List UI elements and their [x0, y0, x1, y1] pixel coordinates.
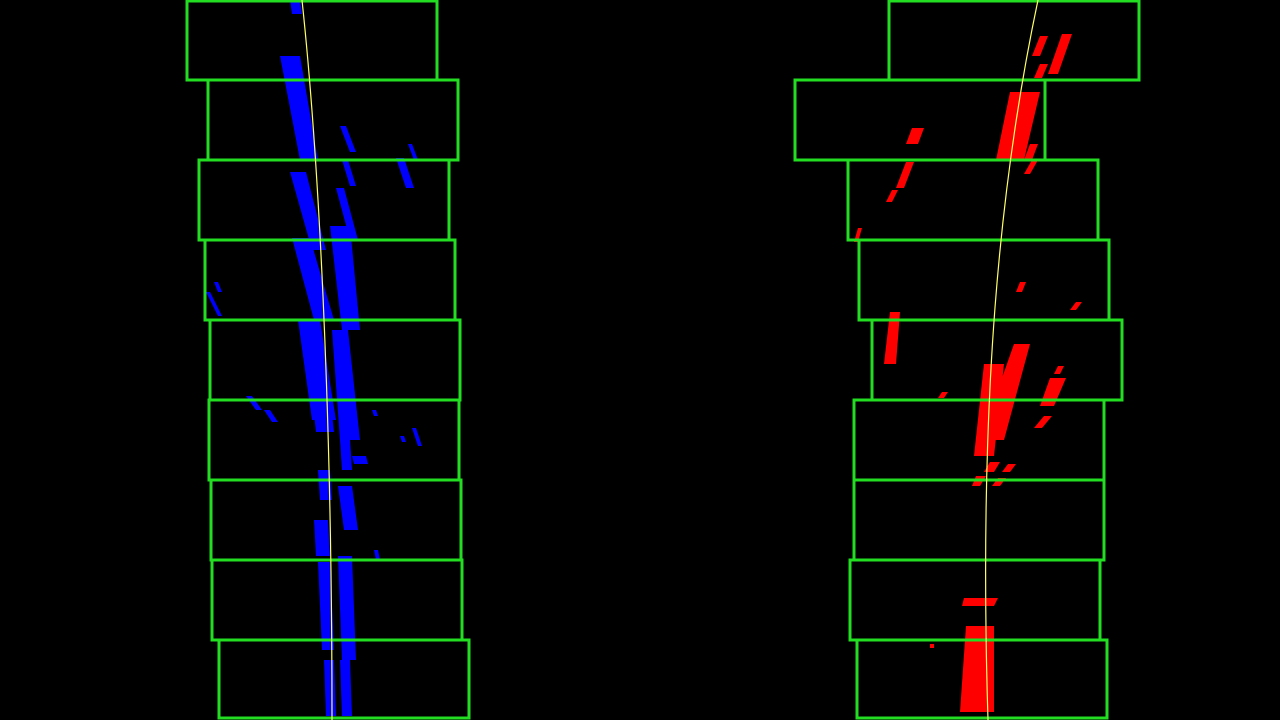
right-lane-blob: [906, 128, 924, 144]
left-lane-blob: [374, 550, 380, 560]
right-lane-blob: [1070, 302, 1082, 310]
right-lane-blob: [886, 190, 898, 202]
right-sliding-windows: [793, 0, 1141, 720]
left-lane-blob: [280, 56, 318, 160]
right-lane-blob: [1048, 34, 1072, 74]
right-lane-blob: [884, 312, 900, 364]
left-lane-blob: [290, 172, 326, 250]
left-lane-blob: [352, 456, 368, 464]
left-lane-blob: [318, 562, 334, 650]
left-lane-blob: [336, 188, 358, 240]
left-lane-blob: [330, 226, 360, 330]
left-lane-blob: [400, 436, 406, 442]
right-lane-blob: [1032, 36, 1048, 56]
left-lane-blob: [214, 282, 222, 292]
left-sliding-windows: [185, 0, 471, 720]
left-lane-blob: [340, 126, 356, 152]
right-lane-fit-line: [985, 0, 1039, 720]
right-lane-blob: [960, 626, 994, 712]
left-lane-blob: [372, 410, 378, 416]
left-lane-blob: [340, 440, 352, 470]
right-lane-blob: [1034, 64, 1048, 78]
right-lane-blob: [996, 92, 1040, 160]
right-lane-blob: [1054, 366, 1064, 374]
left-lane-blob: [314, 520, 330, 556]
right-lane-blob: [1016, 282, 1026, 292]
right-lane-blob: [1034, 416, 1052, 428]
left-lane-blob: [412, 428, 422, 446]
right-lane-blob: [984, 462, 1000, 472]
right-lane-blob: [1002, 464, 1016, 472]
left-lane-fit-line: [301, 0, 333, 720]
left-lane-blob: [338, 556, 356, 660]
left-lane-blob: [290, 0, 302, 14]
left-lane-blob: [340, 660, 352, 716]
right-lane-blob: [1024, 144, 1038, 160]
left-lane-blob: [338, 486, 358, 530]
right-window-9: [855, 638, 1109, 720]
right-lane-blob: [962, 598, 998, 606]
left-lane-blob: [324, 660, 336, 716]
left-lane-blob: [342, 160, 356, 186]
left-lane-blob: [264, 410, 278, 422]
left-lane-blob: [318, 470, 332, 500]
right-lane-blob: [896, 162, 914, 188]
right-lane-blob: [930, 644, 934, 648]
left-lane-blob: [206, 292, 222, 316]
left-window-9: [217, 638, 471, 720]
left-lane-blob: [408, 144, 418, 160]
right-lane-blob: [1024, 160, 1038, 174]
left-lane-blob: [332, 330, 360, 440]
right-lane-blob: [938, 392, 948, 398]
left-lane-blob: [396, 158, 414, 188]
